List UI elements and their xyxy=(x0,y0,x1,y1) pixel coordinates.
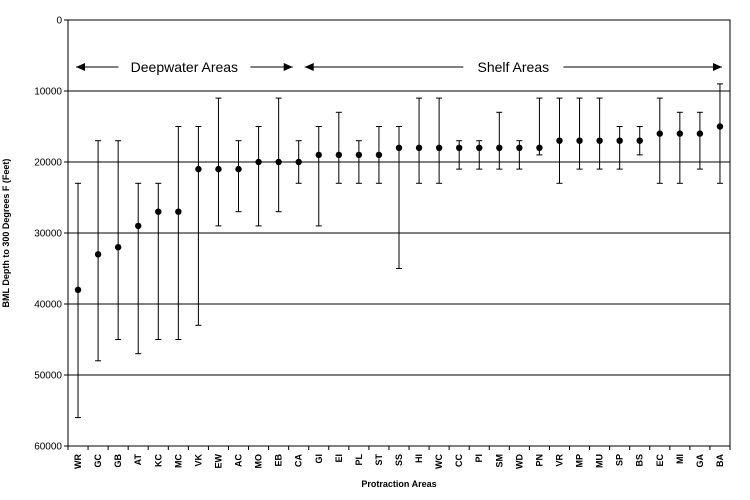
data-point xyxy=(235,165,242,173)
data-point xyxy=(616,137,623,144)
x-tick-label: EI xyxy=(334,454,344,463)
error-bars xyxy=(75,83,723,419)
x-tick-label: SM xyxy=(494,454,504,468)
x-tick-label: ST xyxy=(374,454,384,466)
region-label: Shelf Areas xyxy=(478,59,550,75)
x-tick-label: VK xyxy=(193,454,203,467)
data-point xyxy=(415,144,423,151)
y-tick-label: 0 xyxy=(56,16,62,27)
x-tick-label: AC xyxy=(234,454,244,467)
x-tick-label: PI xyxy=(474,454,484,463)
data-point xyxy=(435,144,443,151)
data-points xyxy=(74,123,724,293)
data-point xyxy=(516,144,523,151)
x-tick-label: BS xyxy=(635,454,645,467)
x-tick-label: MC xyxy=(173,454,183,468)
x-tick-label: EW xyxy=(213,453,223,468)
y-tick-label: 40000 xyxy=(34,300,62,311)
arrow-head xyxy=(76,63,86,71)
x-tick-label: VR xyxy=(554,454,564,467)
x-tick-label: WC xyxy=(434,454,444,469)
arrow-head xyxy=(712,63,722,71)
x-tick-label: GI xyxy=(314,454,324,464)
x-tick-label: SS xyxy=(394,454,404,466)
data-point xyxy=(335,151,343,159)
x-tick-label: GB xyxy=(113,453,123,467)
data-point xyxy=(716,123,724,130)
region-annotations: Deepwater Areas Shelf Areas xyxy=(76,59,722,75)
y-tick-label: 50000 xyxy=(34,371,62,382)
data-point xyxy=(255,158,262,166)
data-point xyxy=(135,222,142,230)
data-point xyxy=(455,144,463,151)
data-point xyxy=(295,158,302,166)
y-axis-ticks: 0 10000 20000 30000 40000 50000 60000 xyxy=(34,16,68,453)
x-tick-label: BA xyxy=(715,454,725,467)
data-point xyxy=(215,165,222,173)
y-tick-label: 20000 xyxy=(34,158,62,169)
x-tick-label: CC xyxy=(454,454,464,467)
data-point xyxy=(74,286,82,293)
data-point xyxy=(395,144,403,151)
x-tick-label: AT xyxy=(133,454,143,466)
x-tick-label: GA xyxy=(695,453,705,467)
y-tick-label: 60000 xyxy=(34,442,62,453)
x-axis-title: Protraction Areas xyxy=(361,479,436,489)
data-point xyxy=(195,165,202,173)
data-point xyxy=(656,130,663,137)
region-label: Deepwater Areas xyxy=(131,59,238,75)
data-point xyxy=(676,130,684,137)
x-tick-label: WR xyxy=(73,454,83,469)
data-point xyxy=(636,137,643,144)
x-axis-ticks: WR GC GB AT KC MC VK EW AC MO EB CA GI EI PL ST SS HI WC CC… xyxy=(67,446,731,469)
x-tick-label: MI xyxy=(675,454,685,464)
data-point xyxy=(275,158,282,166)
x-tick-label: EC xyxy=(655,454,665,467)
data-point xyxy=(94,251,102,258)
x-tick-label: WD xyxy=(514,454,524,469)
data-point xyxy=(496,144,503,151)
data-point xyxy=(355,151,363,159)
x-tick-label: PN xyxy=(534,454,544,467)
x-tick-label: GC xyxy=(93,453,103,467)
data-point xyxy=(556,137,563,144)
x-tick-label: CA xyxy=(294,454,304,467)
arrow-head xyxy=(304,63,314,71)
data-point xyxy=(536,144,543,151)
y-tick-label: 30000 xyxy=(34,229,62,240)
data-point xyxy=(175,208,182,215)
data-point xyxy=(576,137,583,144)
data-point xyxy=(155,208,162,215)
data-point xyxy=(315,151,322,159)
x-tick-label: MP xyxy=(575,454,585,468)
data-point xyxy=(476,144,483,151)
arrow-head xyxy=(283,63,293,71)
y-tick-label: 10000 xyxy=(34,87,62,98)
x-tick-label: KC xyxy=(153,454,163,467)
data-point xyxy=(696,130,704,137)
y-axis-title: BML Depth to 300 Degrees F (Feet) xyxy=(1,159,11,308)
data-point xyxy=(114,244,122,251)
x-tick-label: SP xyxy=(615,454,625,466)
x-tick-label: PL xyxy=(354,454,364,466)
x-tick-label: MO xyxy=(254,454,264,469)
x-tick-label: HI xyxy=(414,454,424,463)
data-point xyxy=(596,137,603,144)
x-tick-label: MU xyxy=(595,454,605,468)
x-tick-label: EB xyxy=(274,454,284,467)
data-point xyxy=(375,151,383,159)
